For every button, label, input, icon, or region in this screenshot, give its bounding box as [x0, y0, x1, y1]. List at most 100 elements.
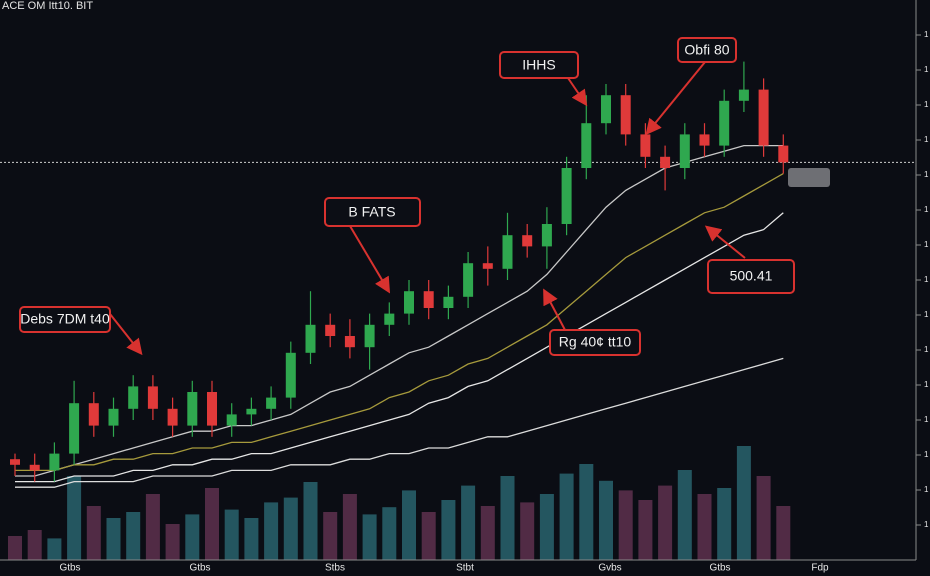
- ma-line: [15, 357, 784, 488]
- candle-body: [344, 336, 355, 348]
- volume-bar: [8, 536, 22, 560]
- candle-body: [49, 453, 60, 471]
- volume-bar: [303, 482, 318, 560]
- volume-bar: [717, 488, 732, 560]
- volume-bar: [736, 446, 751, 560]
- volume-bar: [185, 514, 200, 560]
- volume-bar: [126, 512, 141, 560]
- ma-line: [15, 173, 784, 472]
- plot-area: 1 1 1 1 1 1 1 1 1 1 1 1 1 1 1: [0, 30, 929, 560]
- candle-body: [88, 403, 99, 426]
- candle-body: [108, 408, 119, 426]
- annotation-text: Rg 40¢ tt10: [559, 334, 632, 350]
- x-tick-label: Gtbs: [189, 563, 210, 574]
- volume-bar: [283, 497, 298, 560]
- annotation: Rg 40¢ tt10: [543, 288, 641, 356]
- candle-body: [187, 392, 198, 426]
- candle-body: [246, 408, 257, 415]
- price-badge: [788, 168, 830, 187]
- volume-bar: [264, 502, 279, 560]
- candle-body: [679, 134, 690, 168]
- volume-bar: [677, 470, 692, 560]
- candle-body: [167, 408, 178, 426]
- volume-bar: [244, 518, 259, 560]
- x-tick-label: Gvbs: [598, 563, 621, 574]
- candle-body: [325, 324, 336, 336]
- candle-body: [266, 397, 277, 409]
- candle-body: [640, 134, 651, 157]
- candle-body: [738, 89, 749, 101]
- annotation: B FATS: [324, 197, 421, 294]
- y-tick-label: 1: [924, 520, 929, 529]
- volume-bar: [638, 500, 653, 560]
- candle-body: [10, 459, 20, 465]
- y-tick-label: 1: [924, 205, 929, 214]
- volume-bar: [539, 494, 554, 560]
- volume-bar: [67, 476, 82, 560]
- volume-bar: [106, 518, 121, 560]
- y-tick-label: 1: [924, 345, 929, 354]
- candle-body: [147, 386, 158, 409]
- y-tick-label: 1: [924, 240, 929, 249]
- candle-body: [758, 89, 769, 146]
- volume-bar: [224, 509, 239, 560]
- volume-bar: [776, 506, 791, 560]
- y-tick-label: 1: [924, 310, 929, 319]
- volume-bar: [323, 512, 338, 560]
- x-tick-label: Fdp: [811, 563, 829, 574]
- y-tick-label: 1: [924, 485, 929, 494]
- ma-line: [15, 212, 784, 483]
- volume-bar: [441, 500, 456, 560]
- candle-body: [305, 324, 316, 353]
- y-tick-label: 1: [924, 170, 929, 179]
- candle-body: [719, 100, 730, 146]
- x-tick-label: Stbt: [456, 563, 474, 574]
- candle-body: [285, 352, 296, 398]
- volume-bar: [461, 485, 476, 560]
- volume-bar: [618, 490, 633, 560]
- volume-bar: [658, 485, 673, 560]
- annotation-text: Obfi 80: [684, 42, 729, 58]
- candle-body: [541, 224, 552, 247]
- volume-bar: [559, 473, 574, 560]
- volume-bar: [520, 502, 535, 560]
- candle-body: [443, 296, 454, 308]
- volume-bar: [342, 494, 357, 560]
- x-tick-label: Gtbs: [59, 563, 80, 574]
- y-tick-label: 1: [924, 135, 929, 144]
- candle-body: [581, 123, 592, 168]
- candle-body: [69, 403, 80, 454]
- candle-body: [778, 145, 789, 163]
- volume-bar: [145, 494, 160, 560]
- volume-bar: [205, 488, 219, 560]
- y-tick-label: 1: [924, 100, 929, 109]
- x-tick-label: Stbs: [325, 563, 345, 574]
- annotation-text: B FATS: [348, 204, 395, 220]
- volume-bar: [362, 514, 377, 560]
- annotation: Obfi 80: [645, 37, 737, 136]
- annotation-text: Debs 7DM t40: [20, 311, 110, 327]
- candle-body: [128, 386, 139, 409]
- candle-body: [502, 235, 513, 269]
- candle-body: [226, 414, 237, 426]
- volume-bar: [756, 476, 771, 560]
- candle-body: [620, 95, 631, 135]
- candle-body: [660, 156, 671, 168]
- volume-bar: [480, 506, 495, 560]
- candle-body: [699, 134, 710, 146]
- chart-title: ACE OM Itt10. BIT: [2, 0, 93, 12]
- y-tick-label: 1: [924, 415, 929, 424]
- annotation-text: IHHS: [522, 57, 555, 73]
- volume-bar: [500, 476, 515, 560]
- candle-body: [482, 263, 493, 269]
- volume-bar: [421, 512, 436, 560]
- annotation: 500.41: [704, 225, 795, 294]
- ma-line: [15, 144, 784, 477]
- volume-bar: [86, 506, 101, 560]
- volume-bar: [599, 480, 613, 560]
- x-tick-label: Gtbs: [709, 563, 730, 574]
- candle-body: [423, 291, 434, 308]
- volume-bar: [402, 490, 416, 560]
- y-tick-label: 1: [924, 450, 929, 459]
